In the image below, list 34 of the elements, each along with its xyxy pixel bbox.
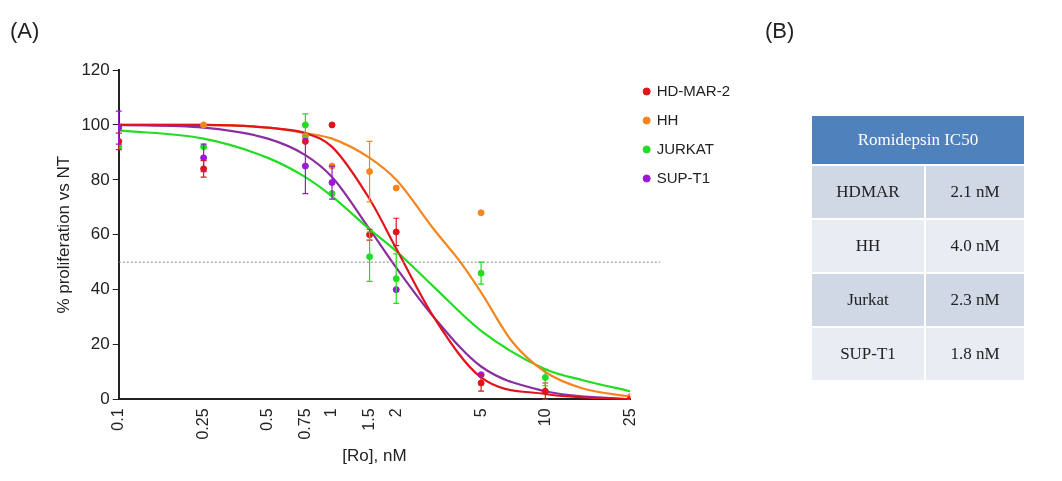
legend-label: HD-MAR-2 (656, 81, 731, 99)
legend-label: HH (656, 110, 679, 128)
x-tick-label: 0.75 (295, 408, 313, 440)
category-label: HDMAR (812, 166, 924, 218)
category-label: Jurkat (812, 274, 924, 326)
y-tick-label: 40 (90, 279, 110, 299)
y-tick-label: 120 (81, 59, 110, 79)
text: 1.8 nM (950, 344, 1000, 363)
text: 2.1 nM (950, 182, 1000, 201)
x-tick-label: 25 (620, 408, 638, 427)
x-tick-label: 5 (471, 408, 489, 418)
legend-label: SUP-T1 (656, 168, 711, 186)
category-label: SUP-T1 (812, 328, 924, 380)
y-tick-label: 60 (90, 224, 110, 244)
x-tick-label: 0.25 (194, 408, 212, 440)
x-tick-label: 10 (535, 408, 553, 427)
x-tick-label: 2 (386, 408, 404, 418)
text: (B) (765, 18, 795, 44)
y-tick-label: 100 (81, 114, 110, 134)
text: Romidepsin IC50 (812, 116, 1024, 164)
x-tick-label: 0.1 (109, 408, 127, 431)
legend-label: JURKAT (656, 139, 714, 157)
x-tick-label: 1.5 (359, 408, 377, 431)
chart-title: (A) (10, 18, 40, 44)
category-label: HH (812, 220, 924, 272)
x-tick-label: 0.5 (258, 408, 276, 431)
x-axis-title: [Ro], nM (342, 446, 407, 466)
y-tick-label: 80 (90, 169, 110, 189)
text: 2.3 nM (950, 290, 1000, 309)
y-axis-title: % proliferation vs NT (53, 155, 73, 314)
text: 4.0 nM (950, 236, 1000, 255)
x-tick-label: 1 (322, 408, 340, 418)
y-tick-label: 20 (90, 334, 110, 354)
y-tick-label: 0 (100, 389, 110, 409)
